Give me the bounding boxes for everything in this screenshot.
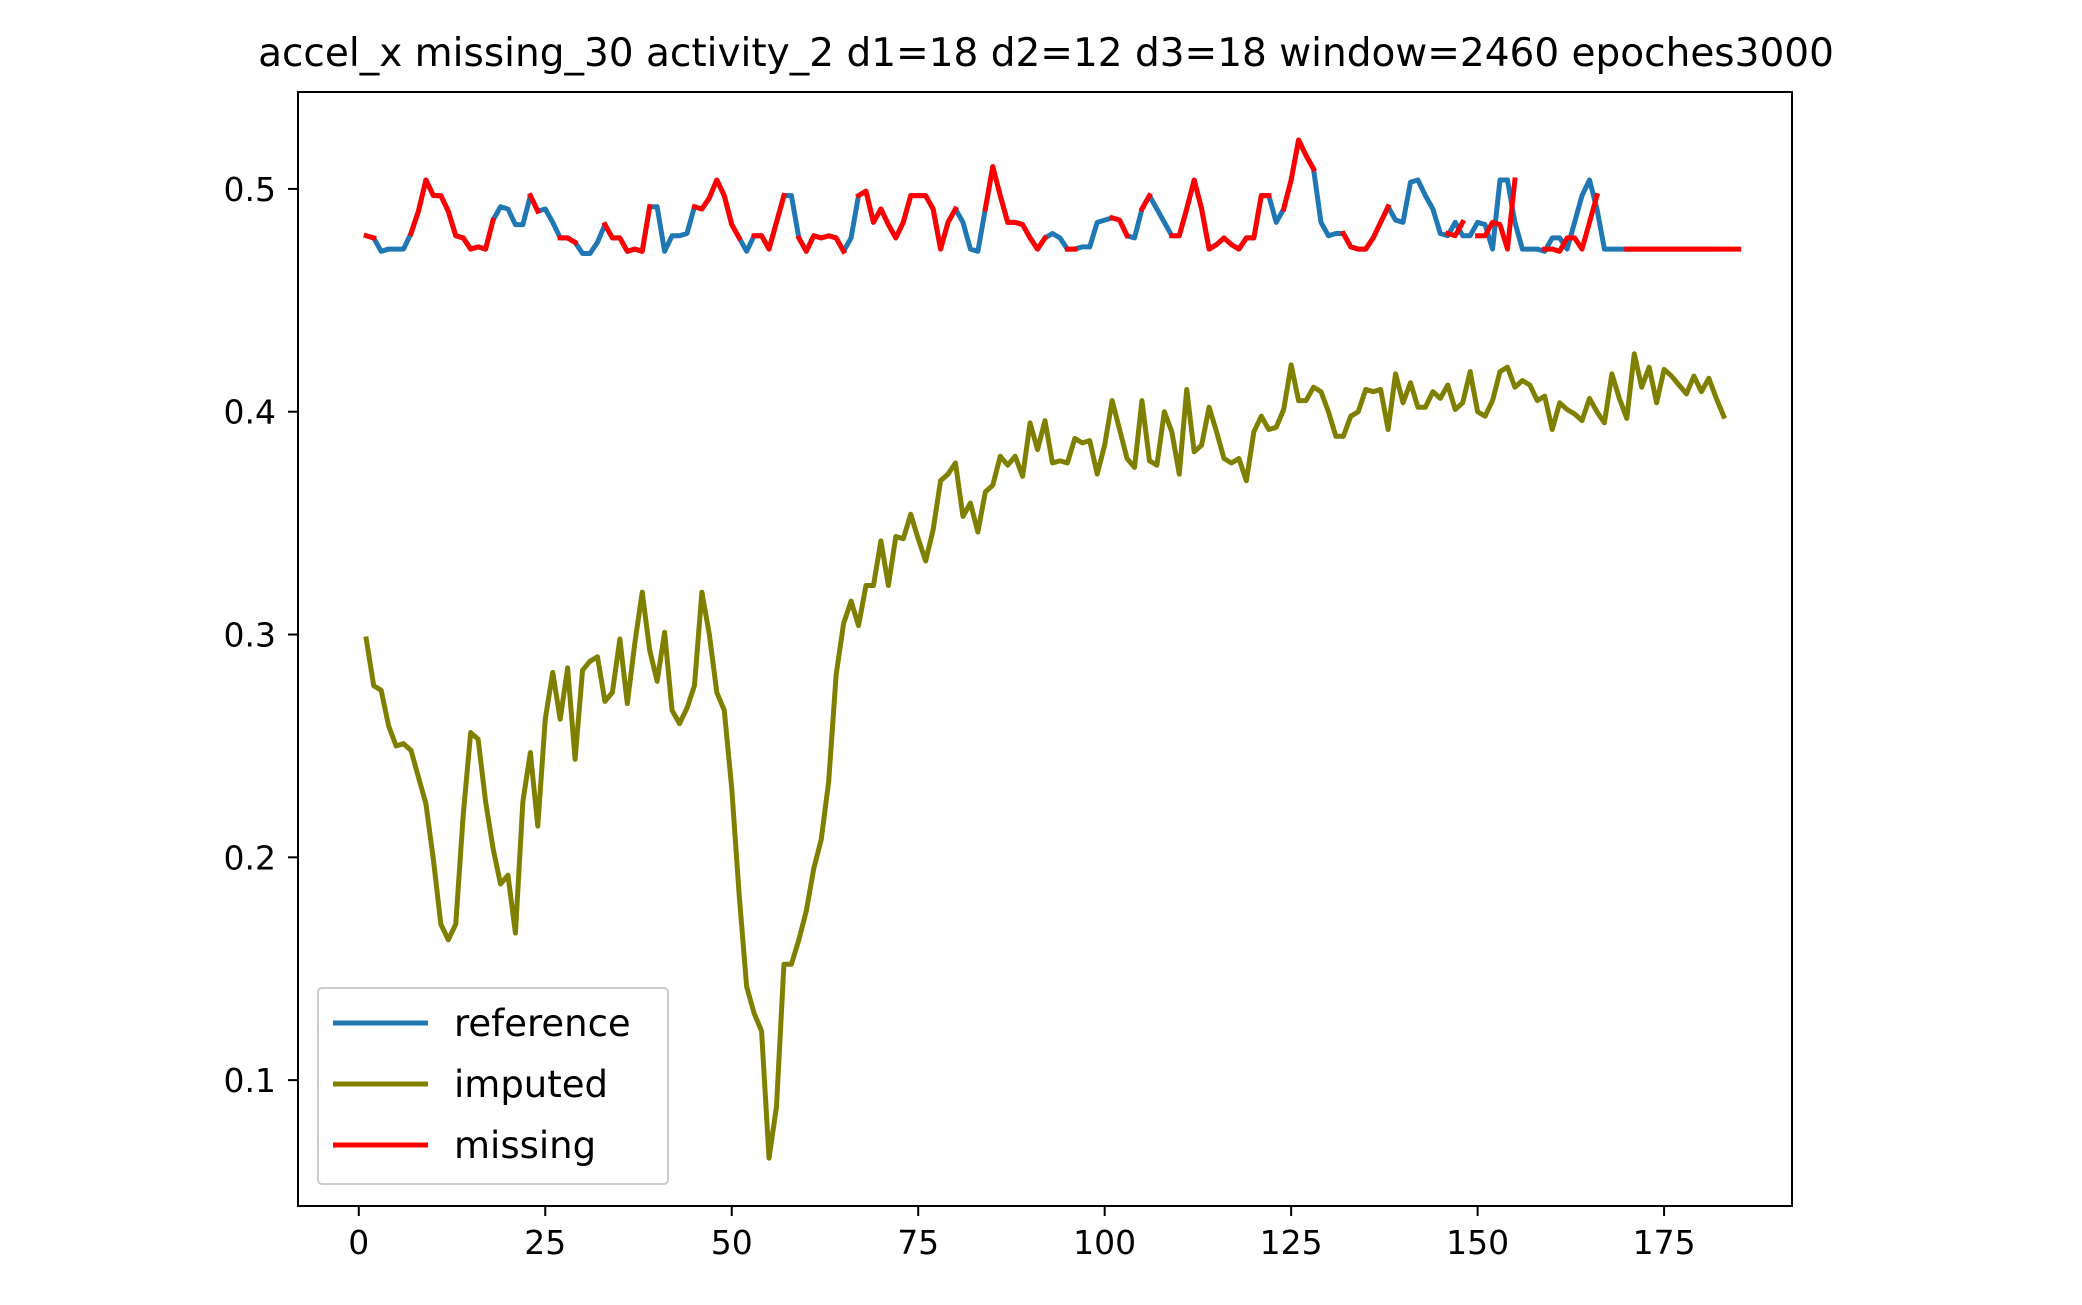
x-tick-label: 100 bbox=[1073, 1223, 1136, 1262]
ticks-layer: 0 25 50 75 100 125 150 175 0.1 0.2 0.3 0.4 0.5 bbox=[224, 170, 1696, 1262]
legend-label-reference: reference bbox=[454, 1002, 631, 1045]
series-layer bbox=[363, 137, 1742, 1161]
x-tick-label: 0 bbox=[348, 1223, 369, 1262]
y-tick-label: 0.2 bbox=[224, 838, 276, 877]
x-tick-label: 175 bbox=[1633, 1223, 1696, 1262]
legend-label-missing: missing bbox=[454, 1124, 596, 1167]
legend-box bbox=[317, 987, 669, 1185]
x-tick-label: 25 bbox=[524, 1223, 566, 1262]
plot-area-border bbox=[297, 91, 1793, 1207]
x-tick-label: 50 bbox=[711, 1223, 753, 1262]
series-line-missing bbox=[363, 137, 1742, 255]
legend-label-imputed: imputed bbox=[454, 1063, 608, 1106]
x-tick-label: 75 bbox=[897, 1223, 939, 1262]
x-tick-label: 150 bbox=[1446, 1223, 1509, 1262]
legend: reference imputed missing bbox=[317, 987, 669, 1185]
y-tick-label: 0.5 bbox=[224, 170, 276, 209]
series-line-imputed bbox=[363, 351, 1728, 1161]
y-tick-label: 0.4 bbox=[224, 393, 276, 432]
x-tick-label: 125 bbox=[1260, 1223, 1323, 1262]
y-tick-label: 0.1 bbox=[224, 1061, 276, 1100]
axes-frame bbox=[297, 91, 1793, 1207]
chart-title: accel_x missing_30 activity_2 d1=18 d2=1… bbox=[258, 31, 1834, 76]
y-tick-label: 0.3 bbox=[224, 616, 276, 655]
